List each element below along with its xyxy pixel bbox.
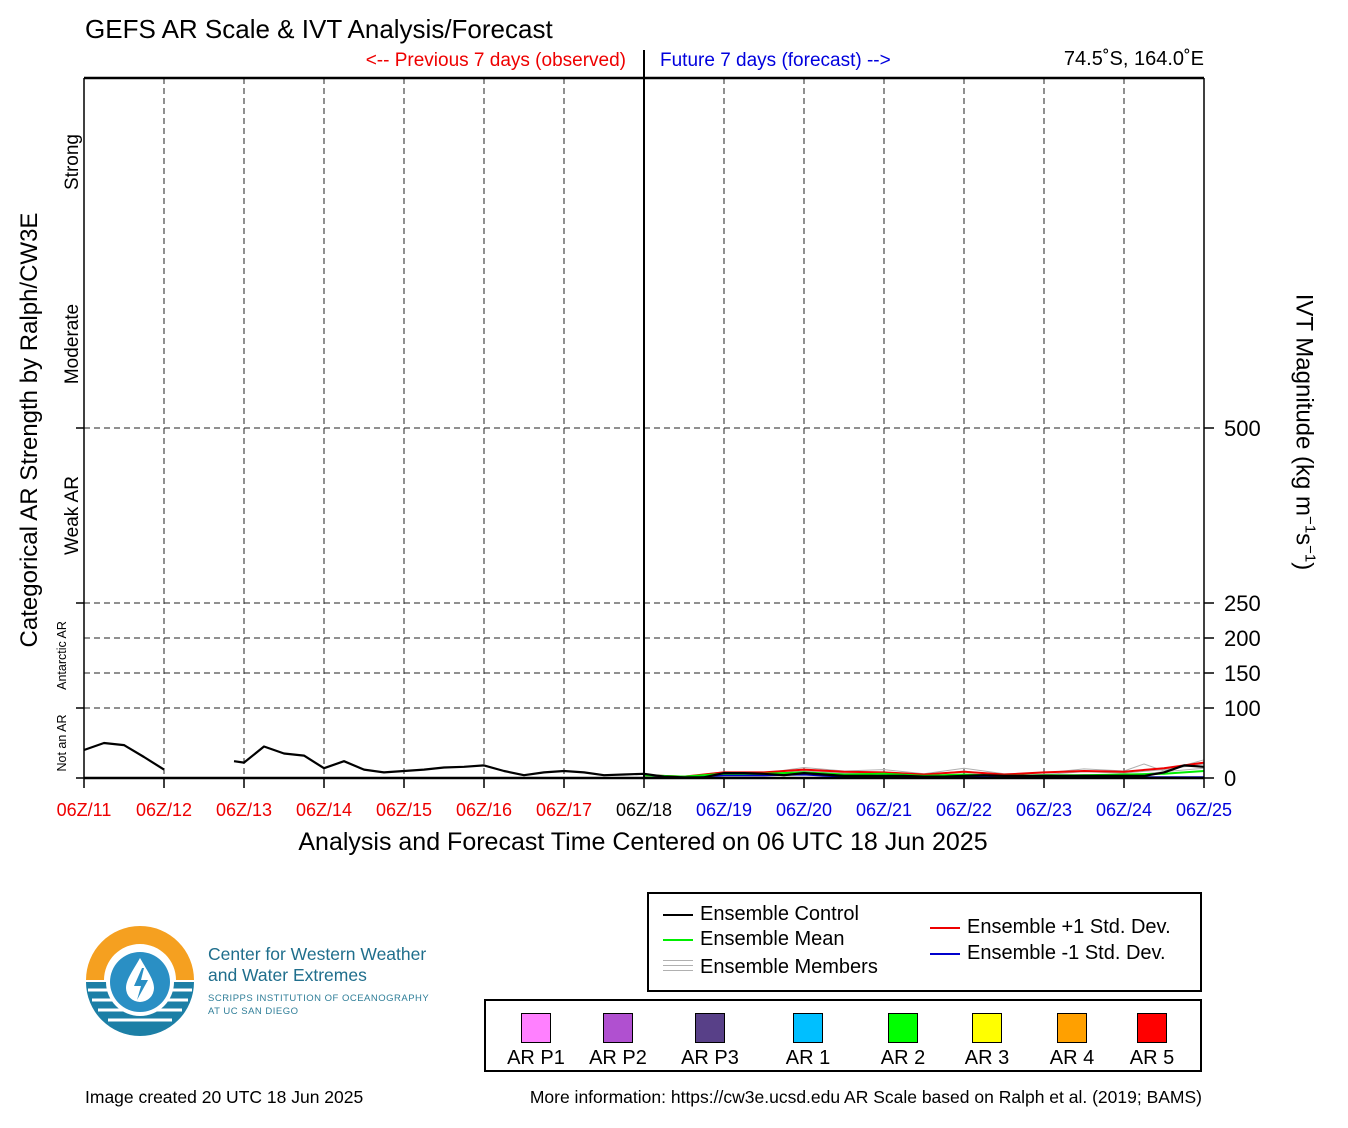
org-name-line1: Center for Western Weather (208, 944, 427, 964)
swatch-label: AR 1 (785, 1047, 831, 1069)
category-label: Not an AR (55, 715, 69, 772)
x-tick-label: 06Z/11 (57, 800, 112, 820)
series-line (233, 745, 1205, 779)
legend-control-line (663, 914, 693, 916)
x-tick-label: 06Z/23 (1016, 800, 1072, 820)
x-tick-label: 06Z/21 (856, 800, 912, 820)
legend-plus-std-label: Ensemble +1 Std. Dev. (967, 916, 1171, 938)
x-tick-label: 06Z/12 (136, 800, 192, 820)
swatch-color-box (888, 1013, 918, 1043)
y-axis-title: IVT Magnitude (kg m−1s−1) (1290, 294, 1319, 571)
category-label: Moderate (62, 304, 83, 384)
swatch-label: AR 4 (1049, 1047, 1095, 1069)
swatch-label: AR P1 (507, 1047, 565, 1069)
legend-mean-label: Ensemble Mean (700, 928, 845, 950)
category-axis-title: Categorical AR Strength by Ralph/CW3E (16, 212, 43, 648)
y-tick-label: 0 (1224, 766, 1236, 791)
swatch-color-box (1137, 1013, 1167, 1043)
category-label: Weak AR (62, 476, 83, 555)
x-tick-label: 06Z/20 (776, 800, 832, 820)
legend-plus-std-line (930, 927, 960, 929)
swatch-ar-p2: AR P2 (578, 1013, 658, 1070)
x-tick-label: 06Z/19 (696, 800, 752, 820)
x-tick-label: 06Z/25 (1176, 800, 1232, 820)
swatch-label: AR 3 (964, 1047, 1010, 1069)
swatch-ar-p1: AR P1 (496, 1013, 576, 1070)
ar-scale-legend: AR P1 AR P2 AR P3 AR 1 AR 2 AR 3 AR 4 AR 5 (484, 999, 1202, 1072)
x-tick-label: 06Z/14 (296, 800, 352, 820)
legend-control-label: Ensemble Control (700, 903, 859, 925)
y-tick-label: 250 (1224, 591, 1261, 616)
axes (76, 50, 1214, 788)
legend-members-label: Ensemble Members (700, 956, 878, 978)
future-days-label: Future 7 days (forecast) --> (660, 50, 891, 71)
swatch-ar-p3: AR P3 (670, 1013, 750, 1070)
swatch-label: AR 2 (880, 1047, 926, 1069)
more-info-text: More information: https://cw3e.ucsd.edu … (529, 1087, 1202, 1107)
ivt-chart: 06Z/11 06Z/12 06Z/13 06Z/14 06Z/15 06Z/16 06Z/… (55, 50, 1261, 820)
tick-labels: 06Z/11 06Z/12 06Z/13 06Z/14 06Z/15 06Z/16 06Z/… (55, 134, 1261, 820)
legend-minus-std-line (930, 953, 960, 955)
swatch-label: AR P2 (589, 1047, 647, 1069)
y-tick-label: 500 (1224, 416, 1261, 441)
cw3e-logo-icon (86, 926, 194, 1036)
org-affiliation-line1: SCRIPPS INSTITUTION OF OCEANOGRAPHY (208, 993, 430, 1004)
x-tick-label: 06Z/13 (216, 800, 272, 820)
x-tick-label: 06Z/15 (376, 800, 432, 820)
org-name-line2: and Water Extremes (208, 965, 367, 985)
x-axis-title: Analysis and Forecast Time Centered on 0… (298, 828, 988, 856)
chart-title: GEFS AR Scale & IVT Analysis/Forecast (85, 14, 553, 44)
swatch-label: AR 5 (1129, 1047, 1175, 1069)
swatch-ar-1: AR 1 (768, 1013, 848, 1070)
legend-members-line (663, 960, 693, 975)
x-tick-label: 06Z/17 (536, 800, 592, 820)
swatch-label: AR P3 (681, 1047, 739, 1069)
swatch-color-box (972, 1013, 1002, 1043)
x-tick-label: 06Z/18 (616, 800, 672, 820)
previous-days-label: <-- Previous 7 days (observed) (365, 50, 626, 71)
swatch-ar-3: AR 3 (947, 1013, 1027, 1070)
x-tick-label: 06Z/24 (1096, 800, 1152, 820)
swatch-color-box (695, 1013, 725, 1043)
swatch-ar-5: AR 5 (1112, 1013, 1192, 1070)
swatch-color-box (1057, 1013, 1087, 1043)
swatch-color-box (793, 1013, 823, 1043)
y-axis-title-text: IVT Magnitude (kg m−1s−1) (1290, 293, 1319, 571)
legend-mean-line (663, 939, 693, 941)
y-tick-label: 150 (1224, 661, 1261, 686)
series-line (83, 741, 165, 771)
swatch-ar-2: AR 2 (863, 1013, 943, 1070)
line-legend: Ensemble Control Ensemble Mean Ensemble … (647, 892, 1202, 992)
y-tick-label: 100 (1224, 696, 1261, 721)
org-affiliation-line2: AT UC SAN DIEGO (208, 1006, 299, 1017)
location-label: 74.5˚S, 164.0˚E (1063, 48, 1204, 70)
category-label: Strong (62, 134, 83, 190)
x-tick-label: 06Z/22 (936, 800, 992, 820)
created-timestamp: Image created 20 UTC 18 Jun 2025 (85, 1087, 364, 1107)
swatch-ar-4: AR 4 (1032, 1013, 1112, 1070)
y-tick-label: 200 (1224, 626, 1261, 651)
swatch-color-box (521, 1013, 551, 1043)
legend-minus-std-label: Ensemble -1 Std. Dev. (967, 942, 1166, 964)
swatch-color-box (603, 1013, 633, 1043)
x-tick-label: 06Z/16 (456, 800, 512, 820)
category-label: Antarctic AR (55, 621, 69, 690)
